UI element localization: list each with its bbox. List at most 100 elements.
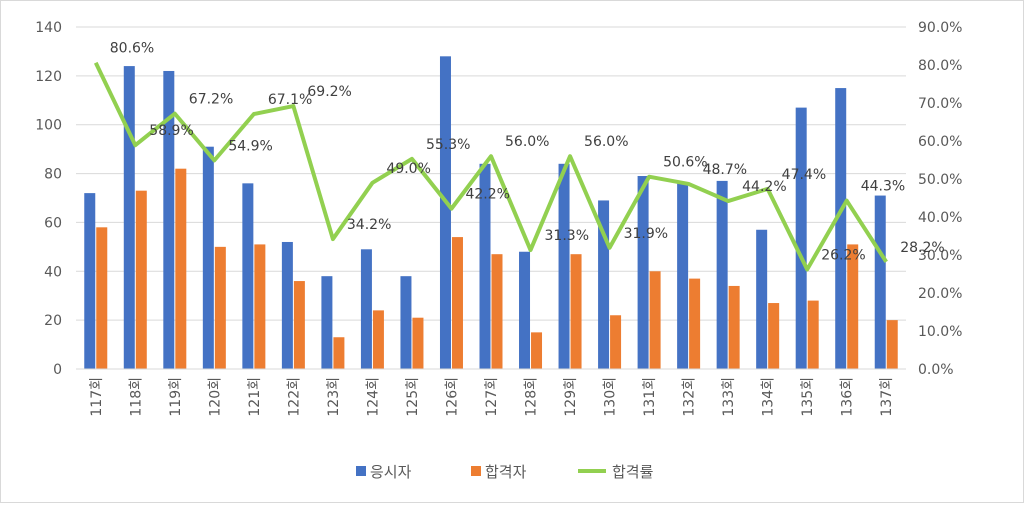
bar-합격자 [531, 332, 543, 369]
y-right-tick-label: 0.0% [918, 362, 954, 378]
bar-합격자 [135, 190, 147, 369]
x-tick-label: 122회 [286, 377, 302, 417]
bar-합격자 [728, 285, 740, 369]
bar-응시자 [756, 229, 768, 369]
data-label: 48.7% [703, 162, 747, 178]
x-tick-label: 127회 [484, 377, 500, 417]
x-tick-label: 130회 [603, 377, 619, 417]
bar-합격자 [372, 310, 384, 369]
data-label: 47.4% [782, 167, 826, 183]
y-right-tick-label: 40.0% [918, 210, 962, 226]
data-label: 26.2% [821, 247, 865, 263]
y-left-tick-label: 40 [44, 264, 62, 280]
x-tick-label: 135회 [800, 377, 816, 417]
bar-응시자 [400, 276, 412, 369]
legend-label: 합격률 [612, 463, 654, 481]
bar-합격자 [96, 227, 108, 369]
x-tick-label: 119회 [168, 377, 184, 417]
bar-응시자 [163, 70, 175, 369]
y-right-tick-label: 20.0% [918, 286, 962, 302]
legend-swatch-응시자 [356, 466, 366, 476]
bar-응시자 [637, 176, 649, 369]
bar-응시자 [321, 276, 333, 369]
data-label: 67.2% [189, 92, 233, 108]
bar-합격자 [649, 271, 661, 369]
data-label: 49.0% [386, 161, 430, 177]
bar-응시자 [558, 163, 570, 369]
y-right-tick-label: 70.0% [918, 96, 962, 112]
bar-합격자 [175, 168, 187, 369]
y-left-tick-label: 0 [53, 362, 62, 378]
data-label: 34.2% [347, 217, 391, 233]
bar-응시자 [123, 66, 135, 369]
data-label: 69.2% [307, 84, 351, 100]
y-right-tick-label: 80.0% [918, 58, 962, 74]
x-tick-label: 134회 [761, 377, 777, 417]
y-left-tick-label: 20 [44, 313, 62, 329]
data-label: 44.3% [861, 179, 905, 195]
bar-응시자 [519, 251, 531, 369]
x-tick-label: 124회 [365, 377, 381, 417]
bar-합격자 [451, 237, 463, 369]
y-left-tick-label: 120 [35, 69, 62, 85]
bar-합격자 [293, 281, 305, 369]
y-right-tick-label: 50.0% [918, 172, 962, 188]
y-left-tick-label: 100 [35, 118, 62, 134]
y-left-tick-label: 140 [35, 20, 62, 36]
x-tick-label: 128회 [524, 377, 540, 417]
bar-응시자 [202, 146, 214, 369]
bar-합격자 [333, 337, 345, 369]
y-right-tick-label: 60.0% [918, 134, 962, 150]
data-label: 58.9% [149, 123, 193, 139]
data-label: 80.6% [110, 41, 154, 57]
x-tick-label: 123회 [326, 377, 342, 417]
bar-합격자 [610, 315, 622, 369]
legend-swatch-합격자 [471, 466, 481, 476]
x-tick-label: 136회 [840, 377, 856, 417]
bar-합격자 [412, 317, 424, 369]
bar-응시자 [281, 241, 293, 369]
x-tick-label: 117회 [89, 377, 105, 417]
bar-응시자 [360, 249, 372, 369]
bar-응시자 [677, 183, 689, 369]
x-tick-label: 120회 [207, 377, 223, 417]
data-label: 56.0% [505, 134, 549, 150]
line-합격률 [93, 61, 888, 272]
x-tick-label: 137회 [879, 377, 895, 417]
bar-합격자 [768, 303, 780, 369]
bar-응시자 [598, 200, 610, 369]
x-tick-label: 118회 [128, 377, 144, 417]
data-label: 67.1% [268, 92, 312, 108]
legend-label: 합격자 [485, 463, 527, 481]
bar-합격자 [214, 246, 226, 369]
x-tick-label: 126회 [444, 377, 460, 417]
x-tick-label: 125회 [405, 377, 421, 417]
x-tick-label: 132회 [682, 377, 698, 417]
data-label: 56.0% [584, 134, 628, 150]
data-label: 31.9% [624, 226, 668, 242]
bar-합격자 [254, 244, 266, 369]
x-tick-label: 133회 [721, 377, 737, 417]
data-label: 54.9% [228, 138, 272, 154]
y-right-tick-label: 30.0% [918, 248, 962, 264]
data-label: 50.6% [663, 155, 707, 171]
y-right-tick-label: 10.0% [918, 324, 962, 340]
bar-응시자 [716, 180, 728, 369]
bar-합격자 [807, 300, 819, 369]
bar-응시자 [795, 107, 807, 369]
data-label: 28.2% [900, 240, 944, 256]
bar-합격자 [570, 254, 582, 369]
bar-응시자 [439, 56, 451, 370]
bar-응시자 [84, 193, 96, 369]
y-left-tick-label: 80 [44, 167, 62, 183]
bar-합격자 [886, 320, 898, 369]
bar-합격자 [689, 278, 701, 369]
bar-합격자 [491, 254, 503, 369]
x-tick-label: 131회 [642, 377, 658, 417]
y-left-tick-label: 60 [44, 215, 62, 231]
x-tick-label: 121회 [247, 377, 263, 417]
bar-응시자 [242, 183, 254, 369]
data-label: 31.3% [545, 228, 589, 244]
